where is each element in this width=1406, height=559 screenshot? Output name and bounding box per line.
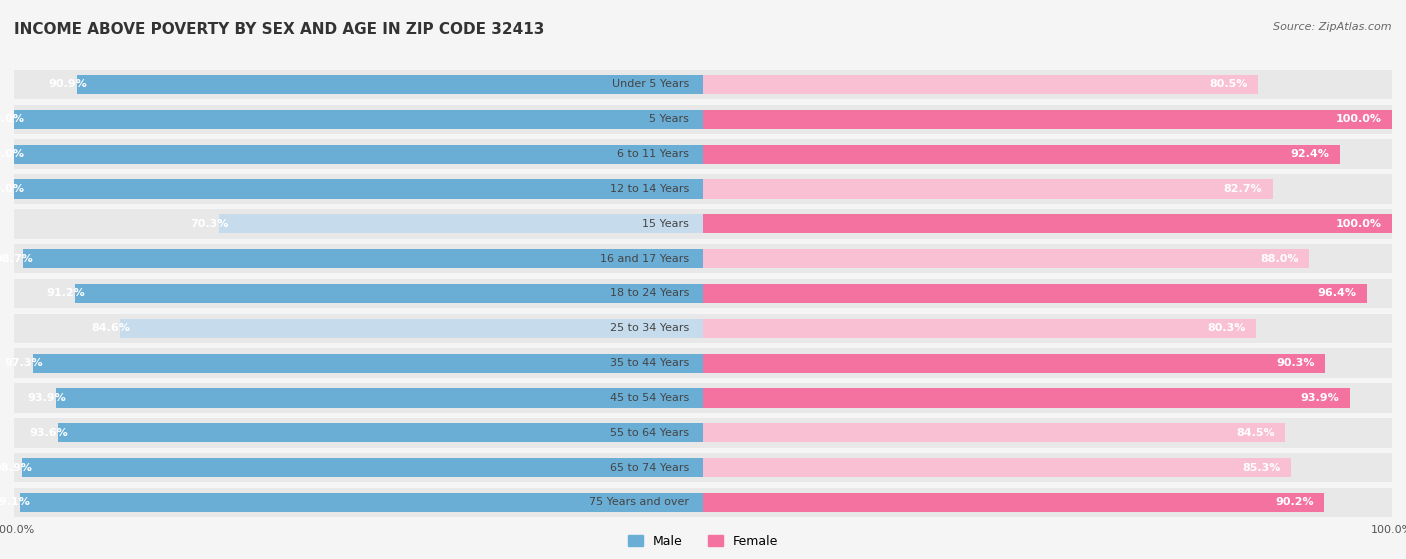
Bar: [75, 284, 703, 303]
Text: 100.0%: 100.0%: [1336, 115, 1382, 124]
Text: 96.4%: 96.4%: [1317, 288, 1357, 299]
Bar: [21, 458, 703, 477]
Text: 80.5%: 80.5%: [1209, 79, 1247, 89]
Bar: [14, 70, 703, 100]
Bar: [14, 487, 703, 517]
Text: 5 Years: 5 Years: [650, 115, 689, 124]
Bar: [14, 174, 703, 204]
Text: 45 to 54 Years: 45 to 54 Years: [610, 393, 689, 403]
Bar: [20, 493, 703, 512]
Bar: [703, 139, 1392, 169]
Bar: [703, 487, 1392, 517]
Text: 12 to 14 Years: 12 to 14 Years: [610, 184, 689, 194]
Text: 90.9%: 90.9%: [48, 79, 87, 89]
Bar: [703, 249, 1309, 268]
Bar: [703, 214, 1392, 234]
Text: 65 to 74 Years: 65 to 74 Years: [610, 463, 689, 472]
Text: 75 Years and over: 75 Years and over: [589, 498, 689, 508]
Text: 100.0%: 100.0%: [0, 184, 24, 194]
Bar: [703, 110, 1392, 129]
Bar: [22, 249, 703, 268]
Bar: [14, 453, 703, 482]
Bar: [14, 145, 703, 164]
Text: 93.9%: 93.9%: [28, 393, 66, 403]
Text: 18 to 24 Years: 18 to 24 Years: [610, 288, 689, 299]
Text: 97.3%: 97.3%: [4, 358, 44, 368]
Bar: [219, 214, 703, 234]
Text: 85.3%: 85.3%: [1241, 463, 1281, 472]
Text: INCOME ABOVE POVERTY BY SEX AND AGE IN ZIP CODE 32413: INCOME ABOVE POVERTY BY SEX AND AGE IN Z…: [14, 22, 544, 37]
Bar: [14, 314, 703, 343]
Bar: [703, 244, 1392, 273]
Text: 80.3%: 80.3%: [1208, 323, 1246, 333]
Bar: [14, 105, 703, 134]
Bar: [56, 389, 703, 408]
Text: 84.5%: 84.5%: [1236, 428, 1275, 438]
Bar: [703, 70, 1392, 100]
Text: 100.0%: 100.0%: [1336, 219, 1382, 229]
Text: 91.2%: 91.2%: [46, 288, 84, 299]
Text: 55 to 64 Years: 55 to 64 Years: [610, 428, 689, 438]
Bar: [703, 348, 1392, 378]
Text: 90.3%: 90.3%: [1277, 358, 1315, 368]
Bar: [703, 314, 1392, 343]
Text: 100.0%: 100.0%: [0, 115, 24, 124]
Text: Under 5 Years: Under 5 Years: [612, 79, 689, 89]
Bar: [14, 348, 703, 378]
Text: 15 Years: 15 Years: [643, 219, 689, 229]
Legend: Male, Female: Male, Female: [623, 530, 783, 553]
Text: 84.6%: 84.6%: [91, 323, 131, 333]
Bar: [703, 279, 1392, 308]
Text: 98.9%: 98.9%: [0, 463, 32, 472]
Bar: [703, 145, 1340, 164]
Bar: [703, 418, 1392, 448]
Bar: [77, 75, 703, 94]
Bar: [703, 284, 1367, 303]
Bar: [32, 353, 703, 373]
Text: 98.7%: 98.7%: [0, 254, 34, 264]
Bar: [120, 319, 703, 338]
Bar: [703, 353, 1324, 373]
Bar: [14, 139, 703, 169]
Text: 93.9%: 93.9%: [1301, 393, 1340, 403]
Bar: [703, 453, 1392, 482]
Text: 16 and 17 Years: 16 and 17 Years: [600, 254, 689, 264]
Bar: [703, 105, 1392, 134]
Bar: [703, 493, 1324, 512]
Bar: [14, 418, 703, 448]
Bar: [703, 458, 1291, 477]
Text: 93.6%: 93.6%: [30, 428, 69, 438]
Bar: [58, 423, 703, 442]
Text: 92.4%: 92.4%: [1291, 149, 1329, 159]
Text: 90.2%: 90.2%: [1275, 498, 1315, 508]
Bar: [703, 174, 1392, 204]
Bar: [14, 110, 703, 129]
Bar: [703, 179, 1272, 198]
Bar: [14, 279, 703, 308]
Bar: [14, 383, 703, 413]
Bar: [14, 209, 703, 239]
Text: 99.1%: 99.1%: [0, 498, 31, 508]
Text: 100.0%: 100.0%: [0, 149, 24, 159]
Bar: [703, 319, 1256, 338]
Text: 6 to 11 Years: 6 to 11 Years: [617, 149, 689, 159]
Bar: [703, 75, 1257, 94]
Bar: [703, 383, 1392, 413]
Bar: [14, 244, 703, 273]
Text: 35 to 44 Years: 35 to 44 Years: [610, 358, 689, 368]
Text: 25 to 34 Years: 25 to 34 Years: [610, 323, 689, 333]
Bar: [703, 389, 1350, 408]
Text: 88.0%: 88.0%: [1260, 254, 1299, 264]
Text: 70.3%: 70.3%: [191, 219, 229, 229]
Bar: [14, 179, 703, 198]
Text: 82.7%: 82.7%: [1223, 184, 1263, 194]
Text: Source: ZipAtlas.com: Source: ZipAtlas.com: [1274, 22, 1392, 32]
Bar: [703, 423, 1285, 442]
Bar: [703, 209, 1392, 239]
